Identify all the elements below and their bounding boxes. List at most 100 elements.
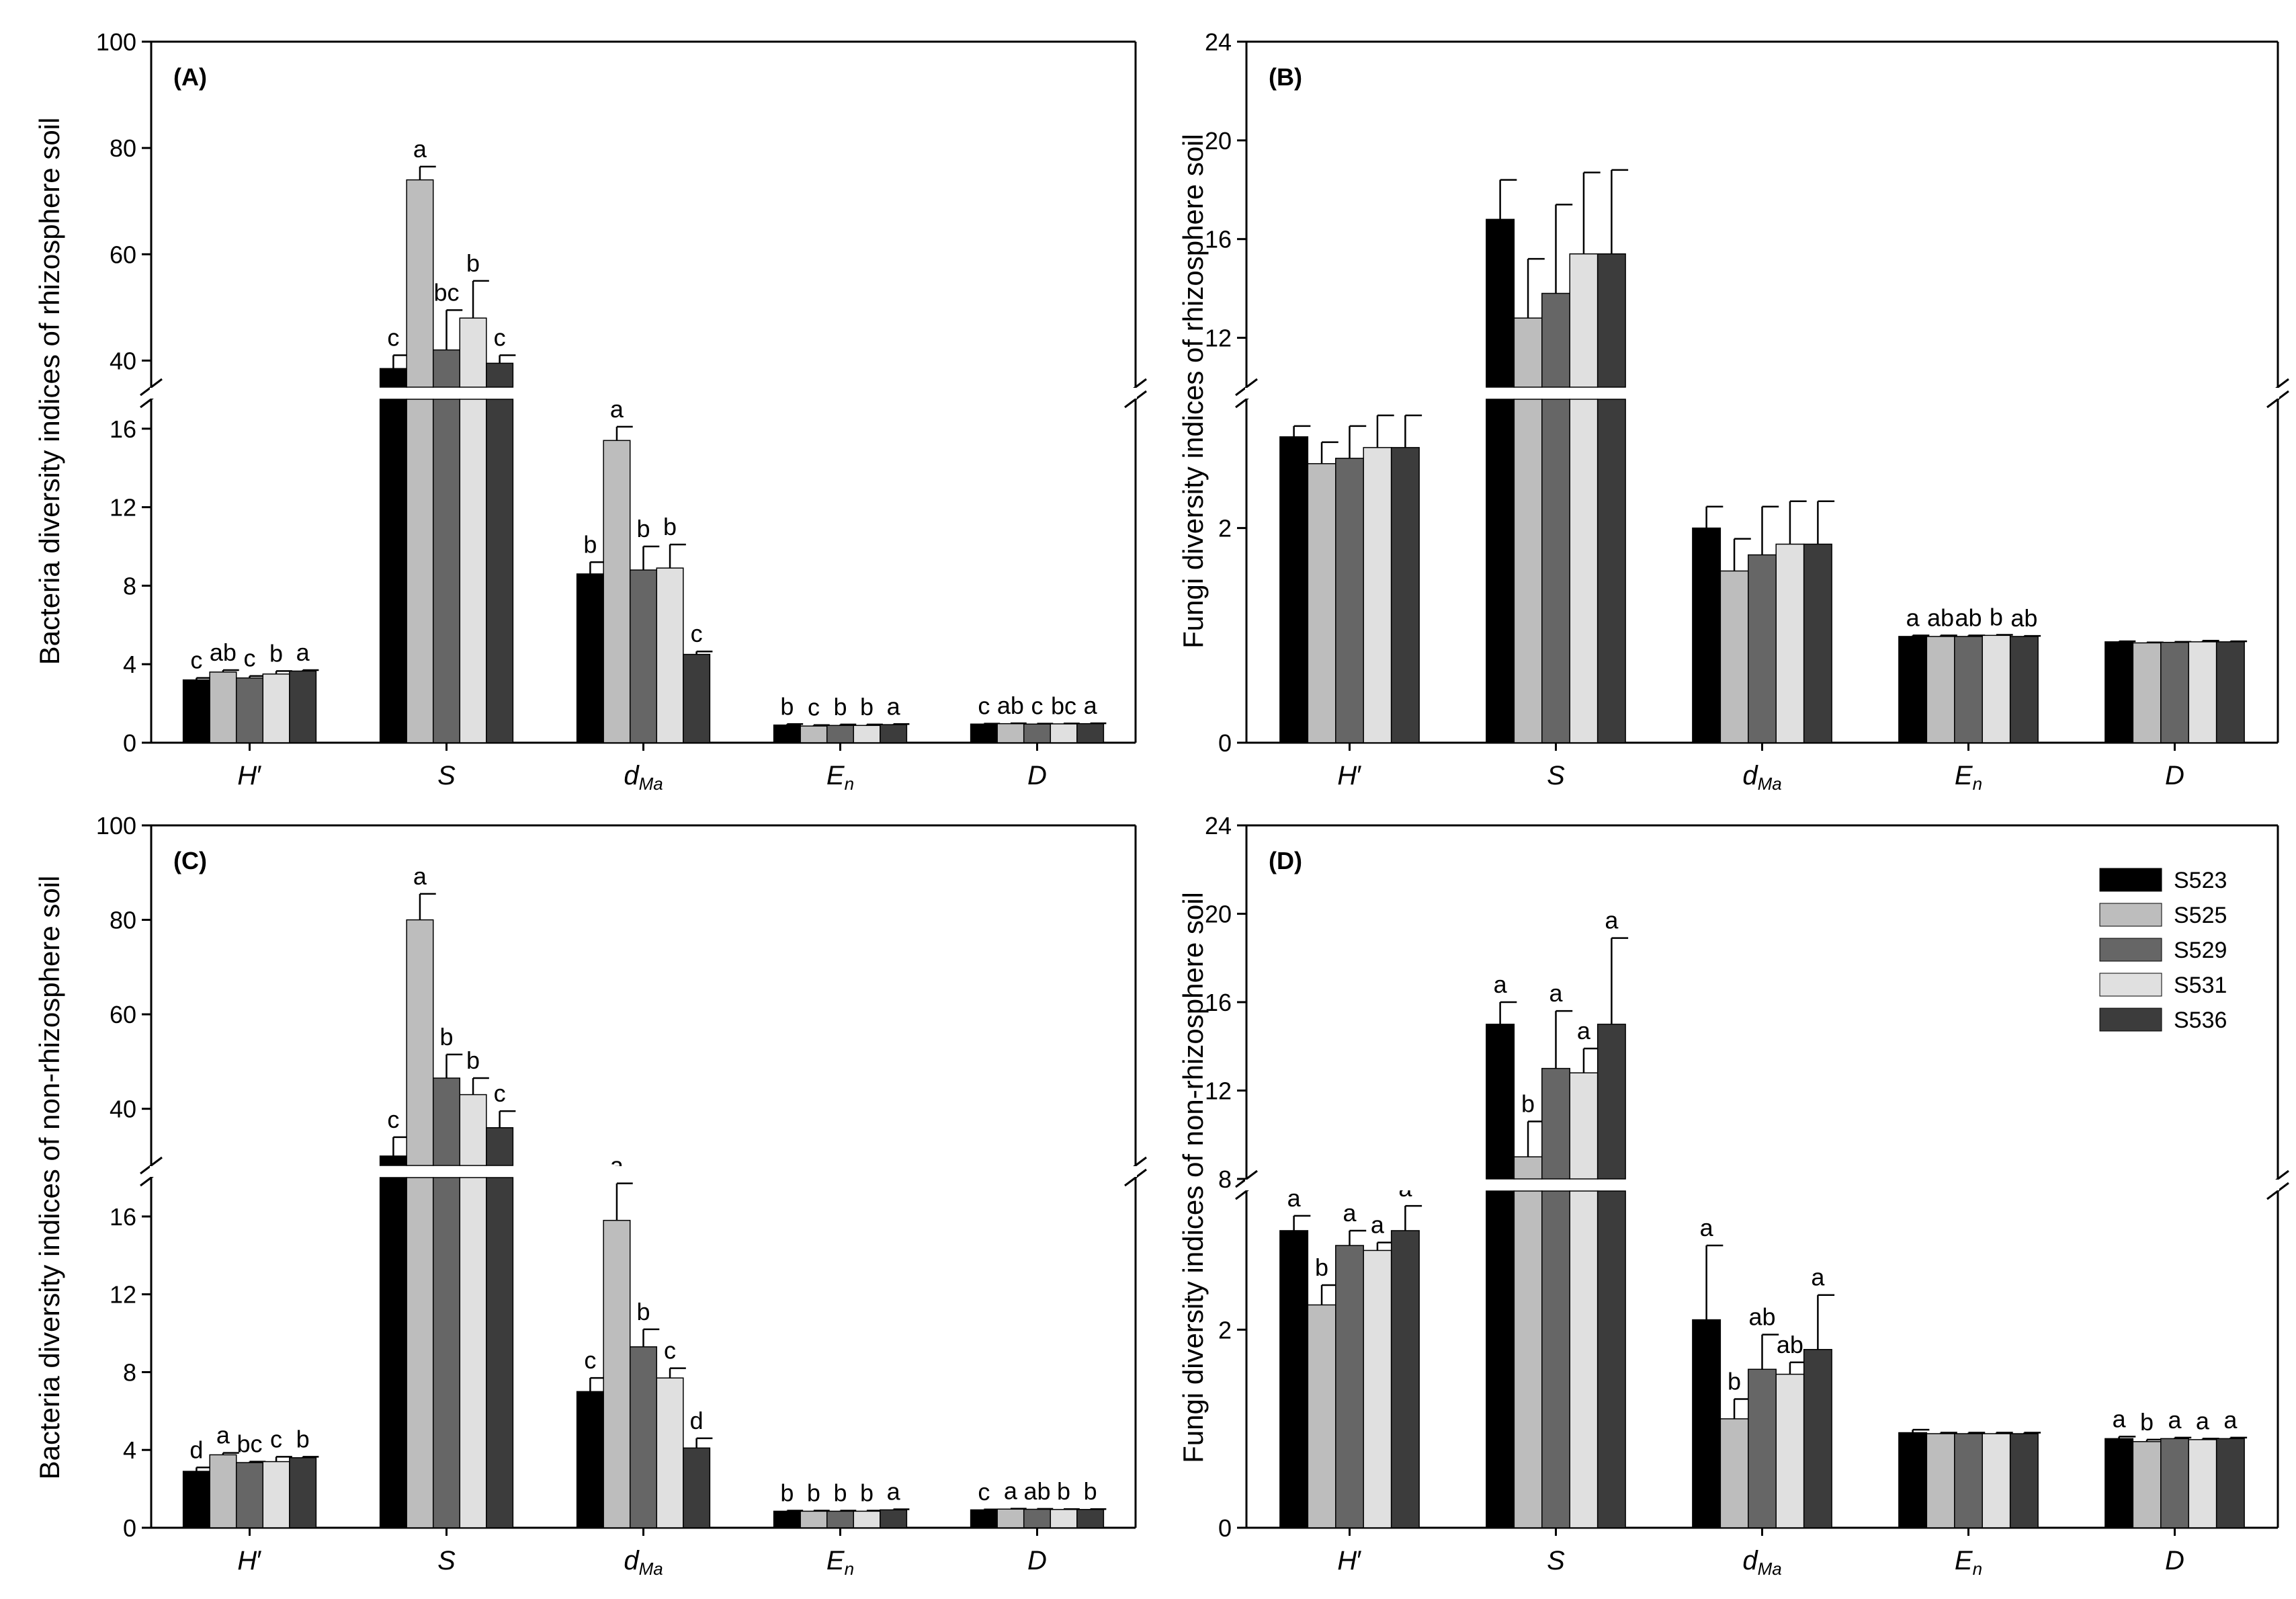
panel-c-bar (773, 1510, 801, 1528)
panel-a-bar (182, 679, 210, 743)
panel-c-bar (996, 1508, 1025, 1528)
panel-b-bar (1307, 463, 1336, 743)
panel-b-axis-break-mark (2266, 390, 2289, 409)
panel-d-significance-letter: ab (1748, 1303, 1775, 1331)
panel-c-bar (1076, 1509, 1105, 1528)
panel-c-significance-letter: b (636, 1298, 650, 1325)
panel-d-bar (1926, 1433, 1955, 1528)
panel-a-bar-lower (486, 399, 514, 743)
panel-c-significance-letter: b (780, 1479, 794, 1507)
panel-c-bar-lower (432, 1177, 461, 1528)
panel-a-bar (209, 671, 237, 743)
panel-b-y-axis-label: Fungi diversity indices of rhizosphere s… (1177, 134, 1209, 649)
panel-d-bar (1692, 1319, 1721, 1528)
panel-c-bar (289, 1457, 317, 1528)
panel-a-bar (996, 723, 1025, 743)
panel-d-y-tick-label: 2 (1218, 1316, 1232, 1344)
panel-d-bar-lower (1597, 1190, 1626, 1528)
panel-b-bar (1954, 636, 1983, 743)
panel-c-bar-upper (406, 919, 434, 1166)
panel-c-category-label: En (826, 1546, 854, 1579)
panel-a-bar (853, 725, 881, 743)
panel-b-bar (2215, 641, 2245, 743)
panel-c-significance-letter: a (1004, 1477, 1018, 1505)
panel-a-bar (603, 440, 631, 743)
panel-b-bar-upper (1569, 253, 1599, 388)
panel-c-y-tick-label: 100 (96, 812, 136, 839)
panel-c-bar-upper (459, 1094, 487, 1166)
panel-d-y-tick-label: 16 (1205, 989, 1232, 1016)
panel-d-significance-letter: a (1371, 1211, 1385, 1239)
panel-b-bar (1803, 543, 1832, 743)
panel-d-significance-letter: b (1521, 1090, 1535, 1118)
panel-b-bar-lower (1597, 399, 1626, 743)
panel-a-category-label: H′ (237, 761, 261, 790)
panel-c-bar-lower (379, 1177, 407, 1528)
panel-d-label: (D) (1269, 847, 1302, 874)
panel-c-y-tick-label: 0 (123, 1514, 136, 1542)
panel-c-significance-letter: a (216, 1422, 230, 1449)
panel-c-significance-letter: c (270, 1425, 282, 1452)
panel-b-bar-upper (1486, 218, 1515, 388)
panel-d-significance-letter: b (1315, 1254, 1328, 1281)
panel-c-bar (262, 1461, 290, 1528)
panel-a-significance-letter: bc (1051, 692, 1076, 719)
panel-c-bar (1023, 1508, 1052, 1528)
panel-b-bar (1719, 570, 1749, 743)
panel-a-y-tick-label: 16 (110, 415, 136, 443)
panel-b-bar-lower (1541, 399, 1570, 743)
panel-c-axis-break-mark (140, 1156, 163, 1175)
panel-a-significance-letter: a (610, 395, 624, 423)
panel-d-y-tick-label: 12 (1205, 1077, 1232, 1105)
panel-a-bar-lower (379, 399, 407, 743)
panel-b-y-tick-label: 0 (1218, 729, 1232, 757)
panel-c-bar (603, 1219, 631, 1528)
panel-d-significance-letter: a (1494, 971, 1508, 998)
panel-c-significance-letter: d (189, 1436, 203, 1463)
legend-label-s525: S525 (2174, 903, 2227, 928)
panel-c-category-label: H′ (237, 1546, 261, 1575)
panel-a-significance-letter: a (887, 692, 901, 720)
legend-swatch-s531 (2099, 973, 2162, 997)
panel-d-bar-lower (1513, 1190, 1543, 1528)
panel-a-bar-lower (459, 399, 487, 743)
panel-a-bar (262, 673, 290, 743)
panel-c-significance-letter: b (1057, 1477, 1070, 1505)
panel-c-significance-letter: b (860, 1479, 874, 1507)
panel-c-significance-letter: c (978, 1478, 990, 1506)
panel-a-category-label: D (1027, 761, 1047, 790)
legend-swatch-s529 (2099, 938, 2162, 962)
panel-d-category-label: H′ (1337, 1546, 1361, 1575)
panel-d-axis-break-mark (2266, 1182, 2289, 1200)
panel-a-significance-letter: c (808, 694, 820, 721)
panel-a-bar-upper (406, 179, 434, 388)
panel-c-axis-break-mark (1124, 1168, 1147, 1187)
panel-b-bar (1748, 554, 1777, 743)
panel-a-bar (576, 573, 604, 743)
panel-d-bar (2009, 1433, 2039, 1528)
panel-a-y-tick-label: 4 (123, 651, 136, 678)
panel-a-y-axis-label: Bacteria diversity indices of rhizospher… (34, 118, 65, 665)
panel-a-bar-lower (406, 399, 434, 743)
panel-d-bar (2215, 1438, 2245, 1528)
panel-a-y-tick-label: 40 (110, 347, 136, 374)
legend-label-s529: S529 (2174, 938, 2227, 963)
panel-a-bar (880, 724, 908, 743)
panel-d-significance-letter: a (2168, 1406, 2182, 1434)
panel-d-bar-lower (1541, 1190, 1570, 1528)
panel-d-significance-letter: a (1287, 1184, 1302, 1212)
panel-c-bar (970, 1509, 998, 1528)
panel-d-category-label: D (2165, 1546, 2184, 1575)
panel-d-bar-upper (1486, 1024, 1515, 1180)
panel-c-y-tick-label: 16 (110, 1203, 136, 1231)
panel-a-significance-letter: c (190, 647, 202, 674)
panel-d-bar-upper (1513, 1156, 1543, 1180)
panel-c-significance-letter: c (664, 1337, 676, 1364)
panel-c-bar-lower (459, 1177, 487, 1528)
panel-b-bar (1335, 458, 1364, 743)
panel-a-significance-letter: bc (433, 278, 459, 306)
panel-c-significance-letter: c (387, 1106, 399, 1133)
panel-a-axis-break-mark (1124, 390, 1147, 409)
panel-c-y-tick-label: 8 (123, 1358, 136, 1386)
